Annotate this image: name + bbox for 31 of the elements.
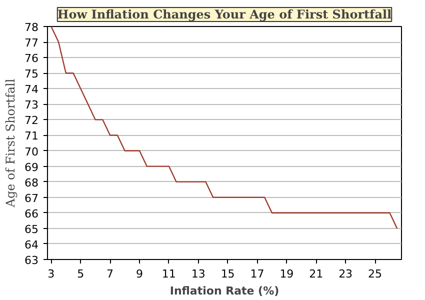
x-tick-label: 17 (250, 268, 264, 280)
y-tick-label: 76 (24, 52, 39, 66)
x-tick-label: 3 (48, 268, 55, 280)
y-tick-label: 77 (24, 36, 39, 50)
y-tick-label: 65 (24, 222, 39, 236)
x-tick-label: 21 (309, 268, 324, 280)
y-tick-label: 68 (24, 176, 39, 190)
x-tick-label: 19 (280, 268, 294, 280)
y-axis-title: Age of First Shortfall (4, 78, 18, 208)
line-series (50, 26, 398, 230)
y-tick-label: 74 (24, 83, 39, 96)
x-tick-label: 5 (77, 268, 84, 280)
y-tick-label: 66 (24, 207, 39, 220)
y-tick-label: 69 (24, 160, 39, 174)
x-tick-label: 13 (191, 268, 206, 280)
x-tick-label: 11 (162, 268, 176, 280)
x-tick-label: 25 (368, 268, 382, 280)
y-tick-label: 70 (24, 145, 39, 158)
x-tick-label: 7 (106, 268, 114, 280)
x-tick-label: 9 (136, 268, 143, 280)
y-tick-label: 72 (24, 114, 39, 128)
y-tick-label: 73 (24, 98, 39, 112)
y-tick-label: 63 (24, 254, 39, 267)
x-tick-label: 23 (338, 268, 353, 280)
x-axis-title: Inflation Rate (%) (170, 284, 280, 298)
y-tick-label: 75 (24, 68, 39, 81)
y-tick-label: 67 (24, 192, 39, 205)
y-tick-label: 71 (24, 130, 39, 143)
y-tick-label: 64 (24, 238, 39, 252)
y-tick-label: 78 (24, 21, 39, 34)
x-tick-label: 15 (220, 268, 235, 280)
